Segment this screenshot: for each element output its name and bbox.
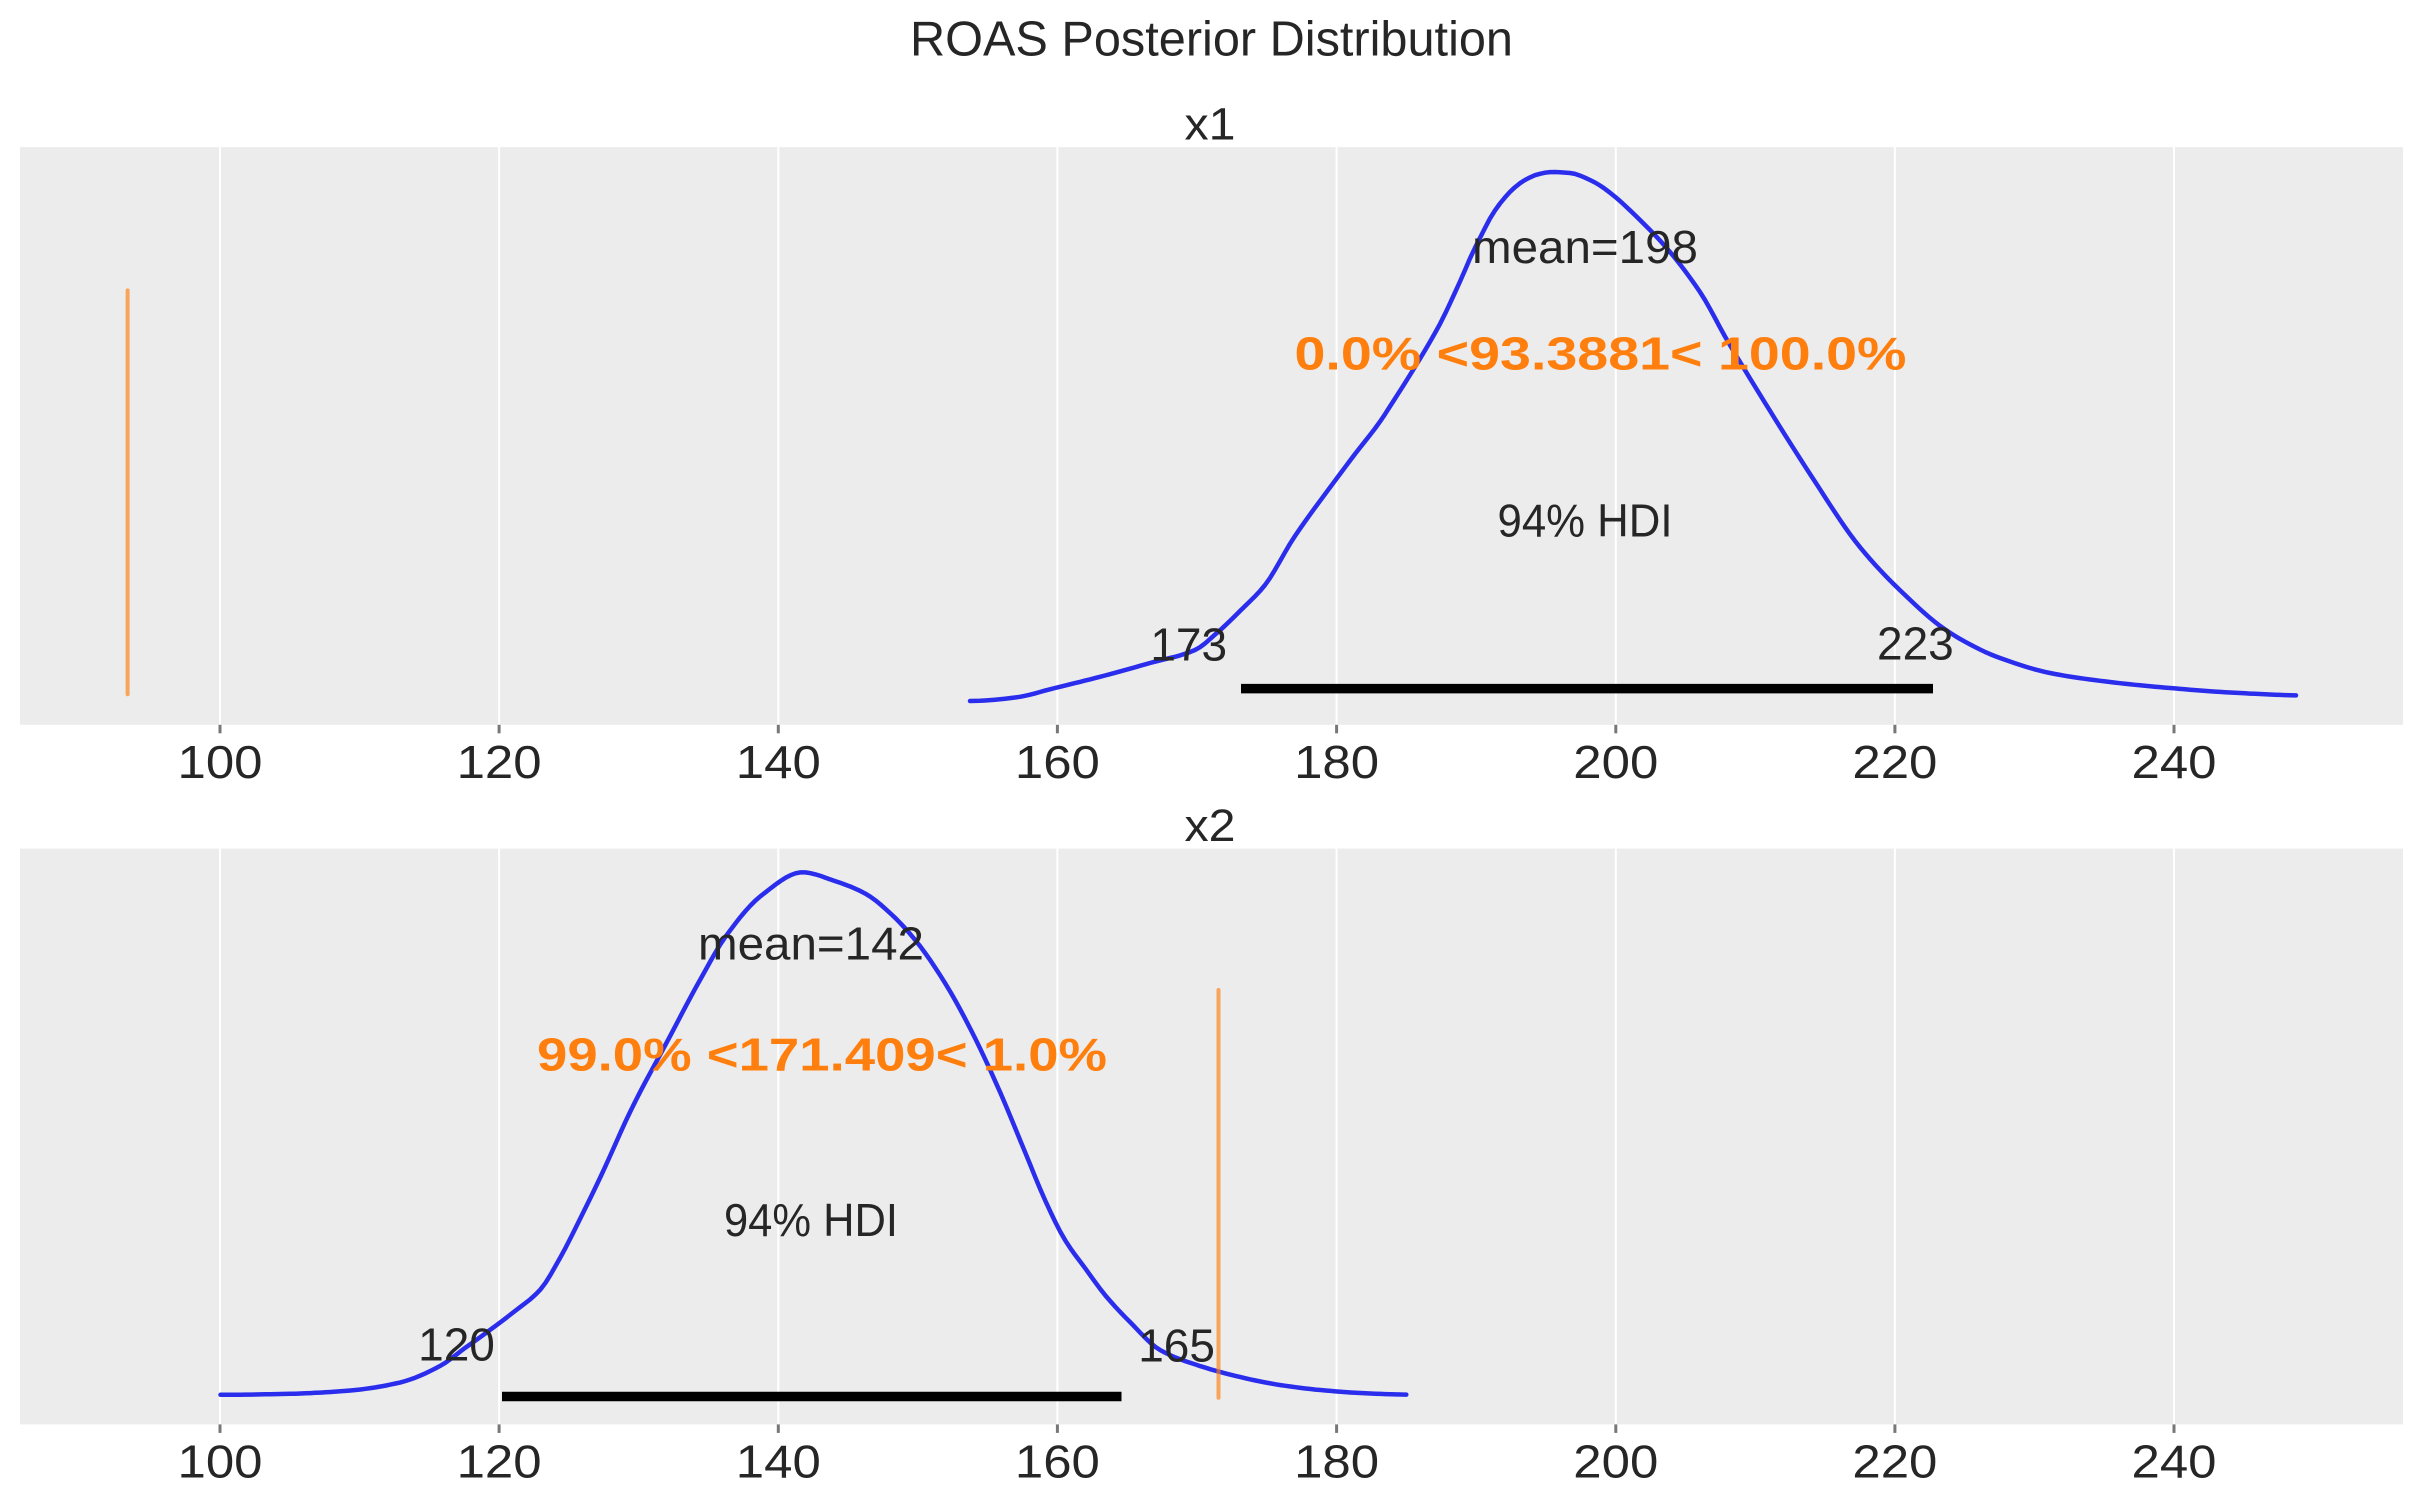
svg-text:165: 165 [1138, 1320, 1215, 1372]
svg-text:99.0% <171.409< 1.0%: 99.0% <171.409< 1.0% [537, 1029, 1107, 1081]
svg-text:140: 140 [736, 1436, 821, 1488]
svg-text:120: 120 [457, 736, 542, 788]
svg-text:160: 160 [1015, 736, 1100, 788]
svg-text:120: 120 [457, 1436, 542, 1488]
svg-text:x1: x1 [1185, 98, 1236, 149]
svg-text:240: 240 [2132, 736, 2217, 788]
svg-text:100: 100 [178, 1436, 263, 1488]
svg-text:200: 200 [1573, 736, 1658, 788]
svg-text:180: 180 [1294, 1436, 1379, 1488]
svg-text:0.0% <93.3881< 100.0%: 0.0% <93.3881< 100.0% [1295, 327, 1907, 379]
svg-text:160: 160 [1015, 1436, 1100, 1488]
svg-text:223: 223 [1877, 618, 1954, 670]
svg-text:94% HDI: 94% HDI [724, 1194, 898, 1246]
svg-text:x2: x2 [1185, 800, 1236, 851]
svg-text:mean=198: mean=198 [1472, 221, 1698, 273]
svg-text:220: 220 [1852, 736, 1937, 788]
svg-text:173: 173 [1150, 619, 1227, 671]
svg-text:94% HDI: 94% HDI [1498, 495, 1673, 547]
svg-text:ROAS Posterior Distribution: ROAS Posterior Distribution [910, 13, 1513, 67]
svg-text:140: 140 [736, 736, 821, 788]
svg-text:220: 220 [1852, 1436, 1937, 1488]
svg-text:120: 120 [418, 1319, 495, 1371]
svg-text:180: 180 [1294, 736, 1379, 788]
svg-text:240: 240 [2132, 1436, 2217, 1488]
svg-text:200: 200 [1573, 1436, 1658, 1488]
svg-text:mean=142: mean=142 [698, 918, 924, 970]
svg-text:100: 100 [178, 736, 263, 788]
